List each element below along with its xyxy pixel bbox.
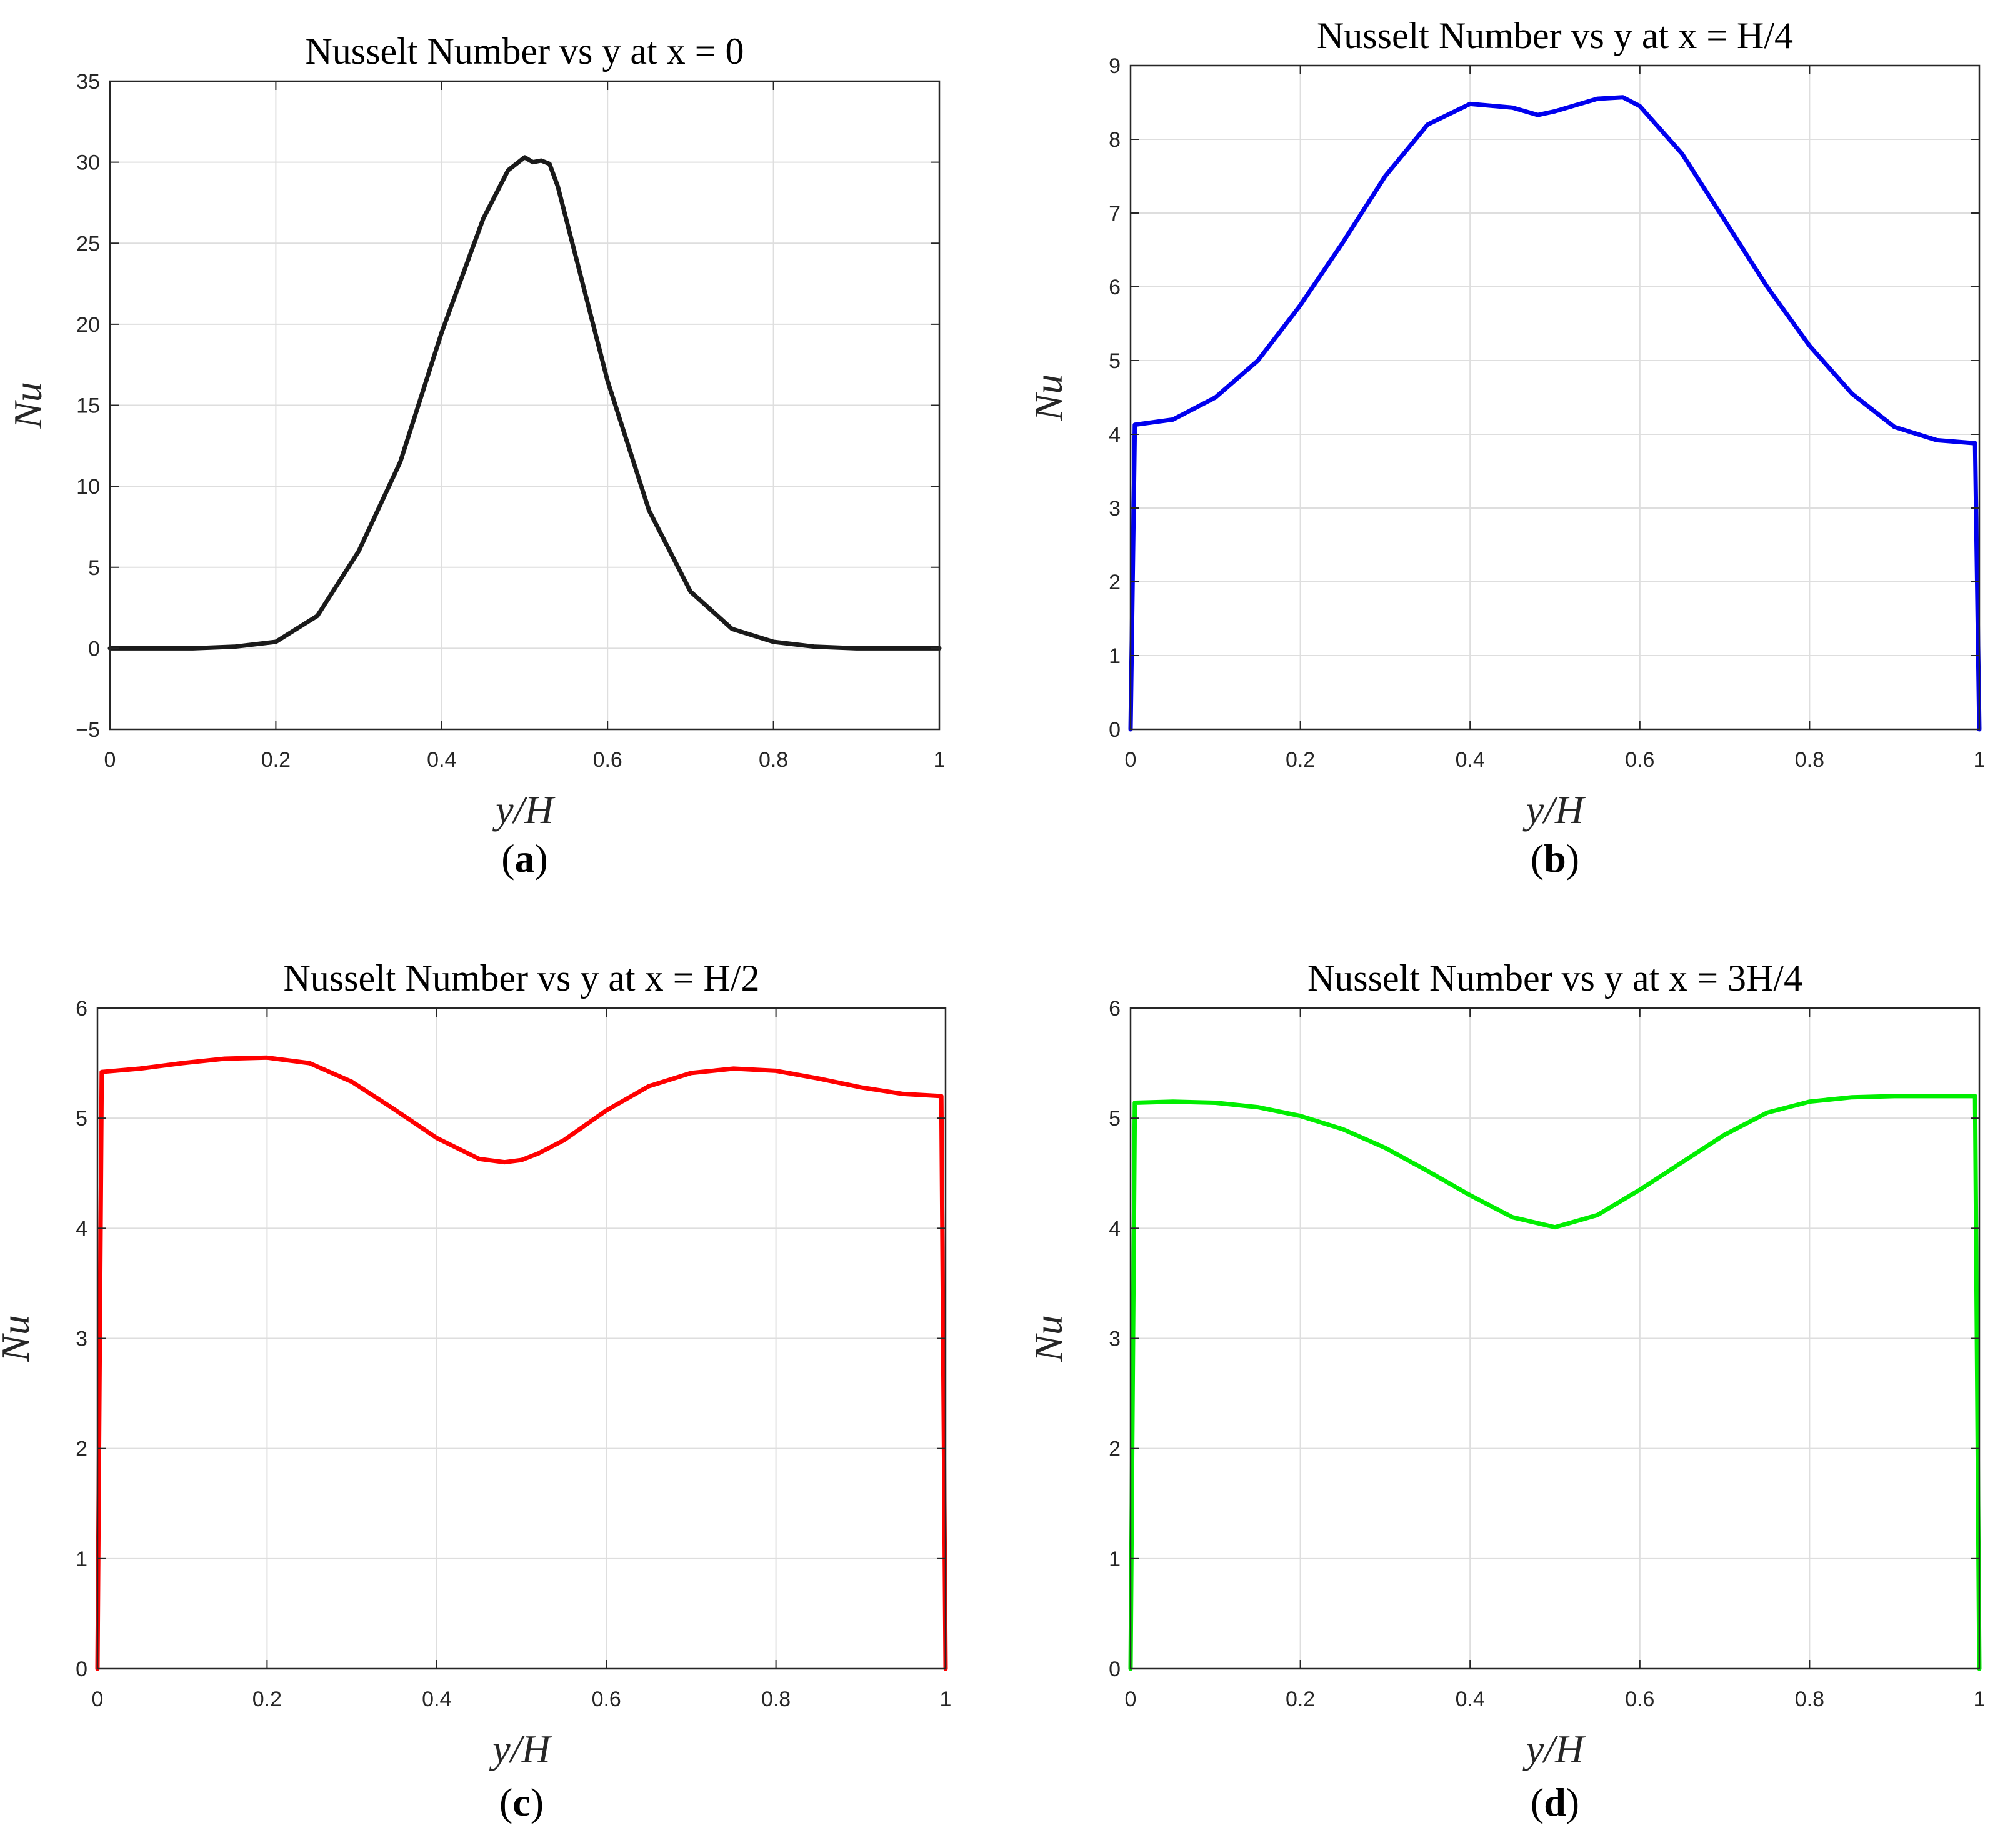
axes-box [1129, 64, 1981, 731]
panel-paren-close: ) [531, 1780, 544, 1824]
y-tick-label: 6 [1109, 276, 1121, 299]
x-tick-label: 0.4 [427, 748, 456, 772]
y-tick-label: 4 [1109, 1217, 1121, 1241]
x-tick-label: 0.2 [1286, 1687, 1315, 1711]
y-tick-label: 25 [76, 232, 100, 256]
x-tick-label: 0.4 [1456, 1687, 1485, 1711]
y-tick-label: 0 [1109, 1657, 1121, 1681]
y-axis-label: Nu [1026, 374, 1071, 422]
panel-paren-open: ( [1531, 836, 1544, 881]
y-tick-label: 7 [1109, 202, 1121, 226]
chart-title: Nusselt Number vs y at x = 3H/4 [1308, 957, 1802, 999]
panel-paren-open: ( [1531, 1780, 1544, 1824]
panel-paren-close: ) [1566, 836, 1579, 881]
x-tick-label: 0.8 [1795, 1687, 1824, 1711]
y-tick-label: 35 [76, 70, 100, 94]
data-line [95, 1055, 948, 1671]
x-axis-label: y/H [492, 787, 556, 832]
data-line [1128, 95, 1982, 732]
data-line [1128, 1094, 1982, 1671]
x-axis-label: y/H [489, 1727, 552, 1771]
panel-paren-open: ( [501, 836, 514, 881]
x-tick-label: 0.8 [759, 748, 788, 772]
x-axis-label: y/H [1522, 1727, 1586, 1771]
y-tick-label: 6 [76, 997, 88, 1021]
chart-b: 0 0.2 0.4 0.6 0.8 1 0 1 2 3 4 5 6 7 8 9 Nusselt Number v… [1026, 15, 1985, 881]
plot-area [1131, 66, 1979, 729]
y-tick-label: 0 [76, 1657, 88, 1681]
x-tick-label: 0 [1125, 1687, 1137, 1711]
y-tick-label: 6 [1109, 997, 1121, 1021]
x-tick-label: 0.2 [252, 1687, 282, 1711]
x-tick-label: 0 [1125, 748, 1137, 772]
x-tick-label: 0.8 [761, 1687, 791, 1711]
y-axis-label: Nu [0, 1315, 38, 1362]
y-tick-label: 5 [1109, 1107, 1121, 1131]
x-tick-label: 1 [940, 1687, 952, 1711]
y-tick-label: 5 [76, 1107, 88, 1131]
x-tick-label: 0.4 [1456, 748, 1485, 772]
x-tick-label: 1 [934, 748, 946, 772]
panel-label: (a) [501, 836, 548, 881]
y-tick-label: 1 [1109, 1547, 1121, 1571]
y-tick-label: 30 [76, 151, 100, 175]
y-tick-label: 5 [1109, 349, 1121, 373]
x-tick-label: 0 [104, 748, 116, 772]
chart-title: Nusselt Number vs y at x = H/4 [1317, 15, 1793, 56]
panel-letter: b [1544, 836, 1566, 881]
y-tick-label: 2 [1109, 571, 1121, 594]
y-tick-label: 4 [1109, 423, 1121, 447]
y-tick-label: 1 [76, 1547, 88, 1571]
y-tick-label: 2 [76, 1437, 88, 1461]
x-tick-label: 0.6 [593, 748, 622, 772]
panel-letter: a [515, 836, 535, 881]
y-tick-label: 0 [88, 637, 100, 661]
panel-paren-open: ( [499, 1780, 512, 1824]
y-tick-label: 20 [76, 313, 100, 337]
x-tick-label: 0.6 [1625, 748, 1654, 772]
chart-title: Nusselt Number vs y at x = H/2 [283, 957, 759, 999]
x-tick-label: 0.4 [422, 1687, 451, 1711]
chart-title: Nusselt Number vs y at x = 0 [305, 31, 744, 72]
panel-letter: d [1544, 1780, 1566, 1824]
x-tick-label: 1 [1974, 748, 1986, 772]
y-tick-label: −5 [76, 718, 100, 742]
x-tick-label: 0.2 [1286, 748, 1315, 772]
y-axis-label: Nu [6, 382, 50, 429]
y-tick-label: 0 [1109, 718, 1121, 742]
panel-label: (d) [1531, 1780, 1579, 1824]
y-tick-label: 3 [1109, 497, 1121, 521]
x-tick-label: 0.2 [261, 748, 291, 772]
y-tick-label: 5 [88, 556, 100, 580]
y-tick-label: 10 [76, 475, 100, 499]
y-tick-label: 3 [76, 1327, 88, 1351]
chart-d: 0 0.2 0.4 0.6 0.8 1 0 1 2 3 4 5 6 Nusselt Number vs y… [1026, 957, 1985, 1824]
y-tick-label: 2 [1109, 1437, 1121, 1461]
x-tick-label: 0.8 [1795, 748, 1824, 772]
panel-label: (c) [499, 1780, 544, 1824]
y-tick-label: 9 [1109, 54, 1121, 78]
data-line [108, 155, 942, 651]
y-tick-label: 8 [1109, 128, 1121, 152]
chart-c: 0 0.2 0.4 0.6 0.8 1 0 1 2 3 4 5 6 Nusselt Number vs y… [0, 957, 951, 1824]
panel-paren-close: ) [1566, 1780, 1579, 1824]
y-tick-label: 1 [1109, 644, 1121, 668]
x-tick-label: 0 [92, 1687, 104, 1711]
x-tick-label: 0.6 [592, 1687, 621, 1711]
panel-letter: c [512, 1780, 530, 1824]
x-tick-label: 1 [1974, 1687, 1986, 1711]
panel-label: (b) [1531, 836, 1579, 881]
y-tick-label: 3 [1109, 1327, 1121, 1351]
y-tick-label: 4 [76, 1217, 88, 1241]
y-tick-label: 15 [76, 394, 100, 418]
x-axis-label: y/H [1522, 787, 1586, 832]
x-tick-label: 0.6 [1625, 1687, 1654, 1711]
y-axis-label: Nu [1026, 1315, 1071, 1362]
panel-paren-close: ) [535, 836, 548, 881]
